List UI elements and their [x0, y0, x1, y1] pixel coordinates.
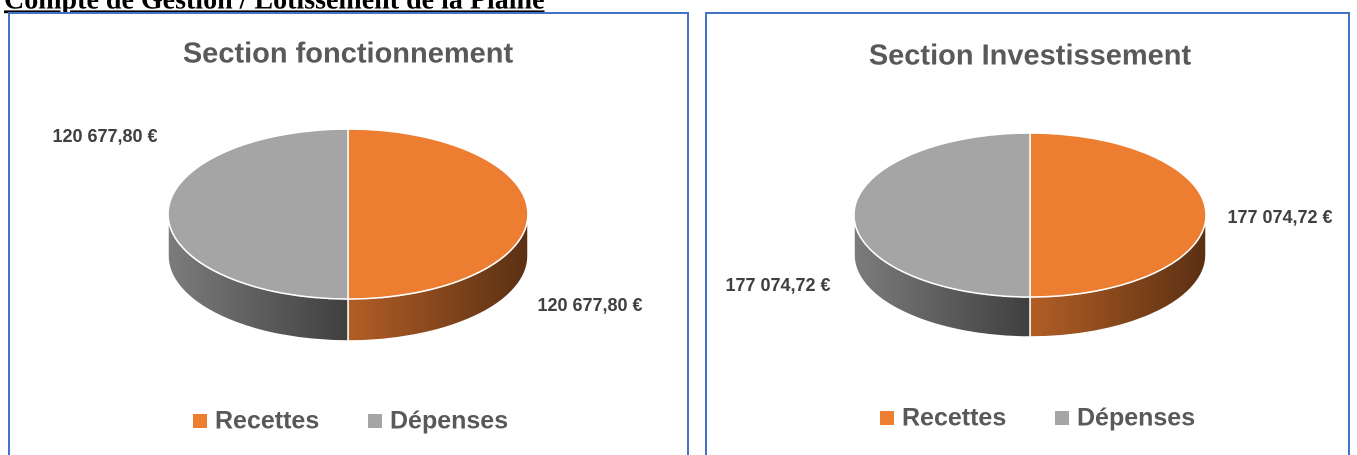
value-label: 177 074,72 €	[725, 275, 830, 295]
legend-label: Recettes	[215, 407, 319, 435]
slice-top	[167, 128, 349, 300]
page-heading: Compte de Gestion / Lotissement de la Pl…	[4, 0, 545, 15]
chart-title: Section fonctionnement	[183, 38, 514, 70]
value-label: 120 677,80 €	[52, 126, 157, 146]
pie-slice	[167, 128, 349, 342]
legend-swatch	[880, 411, 894, 425]
legend-label: Dépenses	[390, 407, 508, 435]
legend-swatch	[1055, 411, 1069, 425]
pie-slice	[853, 132, 1031, 338]
slice-top	[347, 128, 529, 300]
slice-top	[853, 132, 1031, 298]
legend-swatch	[368, 414, 382, 428]
legend-label: Recettes	[902, 404, 1006, 432]
legend-swatch	[193, 414, 207, 428]
slice-top	[1029, 132, 1207, 298]
value-label: 177 074,72 €	[1227, 207, 1332, 227]
value-label: 120 677,80 €	[537, 295, 642, 315]
pie-slice	[347, 128, 529, 342]
legend-label: Dépenses	[1077, 404, 1195, 432]
chart-title: Section Investissement	[869, 40, 1192, 72]
